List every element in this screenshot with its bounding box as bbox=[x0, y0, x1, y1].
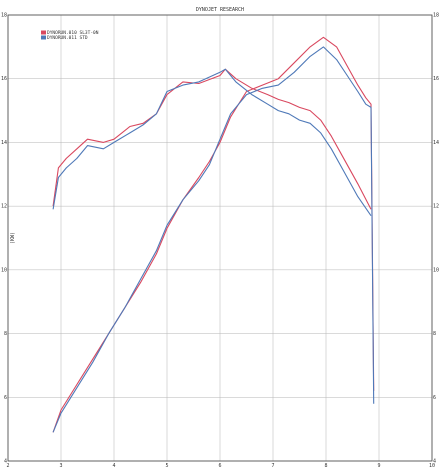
y2-tick-label: 6 bbox=[433, 395, 436, 401]
x-tick-label: 8 bbox=[324, 463, 327, 469]
legend-swatch bbox=[41, 30, 46, 35]
y-tick-label: 10 bbox=[1, 267, 7, 273]
x-tick-label: 10 bbox=[429, 463, 435, 469]
y-tick-label: 18 bbox=[1, 13, 7, 19]
x-tick-label: 7 bbox=[271, 463, 274, 469]
y-tick-label: 4 bbox=[4, 459, 7, 465]
x-tick-label: 3 bbox=[59, 463, 62, 469]
y2-tick-label: 16 bbox=[433, 76, 439, 82]
y-tick-label: 12 bbox=[1, 204, 7, 210]
y-tick-label: 6 bbox=[4, 395, 7, 401]
y2-tick-label: 18 bbox=[433, 13, 439, 19]
legend-entry: DYNORUN.010 SL3T-0N bbox=[47, 30, 99, 36]
y-tick-label: 16 bbox=[1, 76, 7, 82]
y2-tick-label: 8 bbox=[433, 331, 436, 337]
y-axis-label: (KW) bbox=[10, 232, 16, 244]
chart-title: DYNOJET RESEARCH bbox=[196, 7, 244, 13]
legend-swatch bbox=[41, 35, 46, 40]
y2-tick-label: 10 bbox=[433, 267, 439, 273]
y-tick-label: 14 bbox=[1, 140, 7, 146]
y2-tick-label: 14 bbox=[433, 140, 439, 146]
series-1-torque-line bbox=[52, 68, 372, 210]
y-tick-label: 8 bbox=[4, 331, 7, 337]
series-lines bbox=[52, 36, 375, 433]
x-tick-label: 6 bbox=[218, 463, 221, 469]
x-tick-label: 9 bbox=[377, 463, 380, 469]
y2-tick-label: 4 bbox=[433, 459, 436, 465]
series-2-torque-line bbox=[52, 68, 372, 217]
legend-entry: DYNORUN.011 STD bbox=[47, 35, 88, 41]
plot-frame bbox=[7, 14, 433, 462]
series-2-power-line bbox=[52, 46, 375, 433]
x-tick-label: 2 bbox=[6, 463, 9, 469]
x-tick-label: 4 bbox=[112, 463, 115, 469]
y2-tick-label: 12 bbox=[433, 204, 439, 210]
x-tick-label: 5 bbox=[165, 463, 168, 469]
